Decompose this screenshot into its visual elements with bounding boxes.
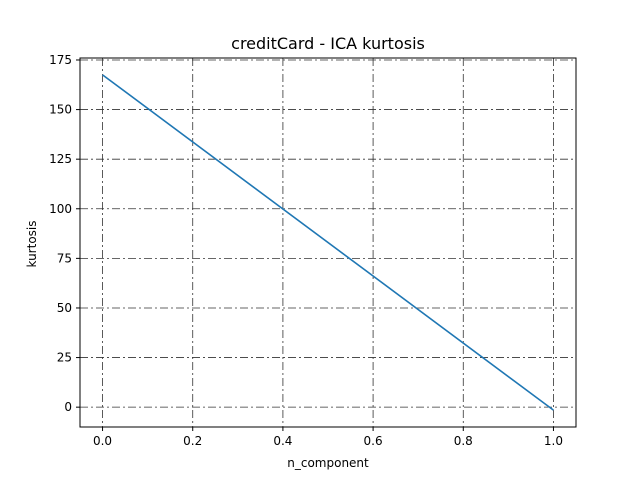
y-tick-label: 125: [49, 152, 72, 166]
y-tick-label: 75: [57, 251, 72, 265]
y-tick-label: 0: [64, 400, 72, 414]
y-axis-label: kurtosis: [25, 220, 39, 267]
x-tick-label: 0.4: [273, 434, 292, 448]
y-tick-label: 175: [49, 53, 72, 67]
x-axis-label: n_component: [287, 456, 369, 470]
x-tick-label: 0.8: [454, 434, 473, 448]
series-line: [102, 74, 554, 411]
grid: [80, 58, 576, 427]
x-tick-label: 1.0: [544, 434, 563, 448]
x-tick-label: 0.0: [93, 434, 112, 448]
y-axis-ticks: 0 25 50 75 100 125 150 175: [49, 53, 80, 414]
y-tick-label: 50: [57, 301, 72, 315]
series-layer: [102, 74, 554, 411]
chart-title: creditCard - ICA kurtosis: [231, 34, 425, 53]
x-axis-ticks: 0.0 0.2 0.4 0.6 0.8 1.0: [93, 427, 563, 448]
x-tick-label: 0.2: [183, 434, 202, 448]
x-tick-label: 0.6: [364, 434, 383, 448]
y-tick-label: 25: [57, 351, 72, 365]
y-tick-label: 150: [49, 103, 72, 117]
y-tick-label: 100: [49, 202, 72, 216]
plot-frame: [79, 57, 577, 428]
